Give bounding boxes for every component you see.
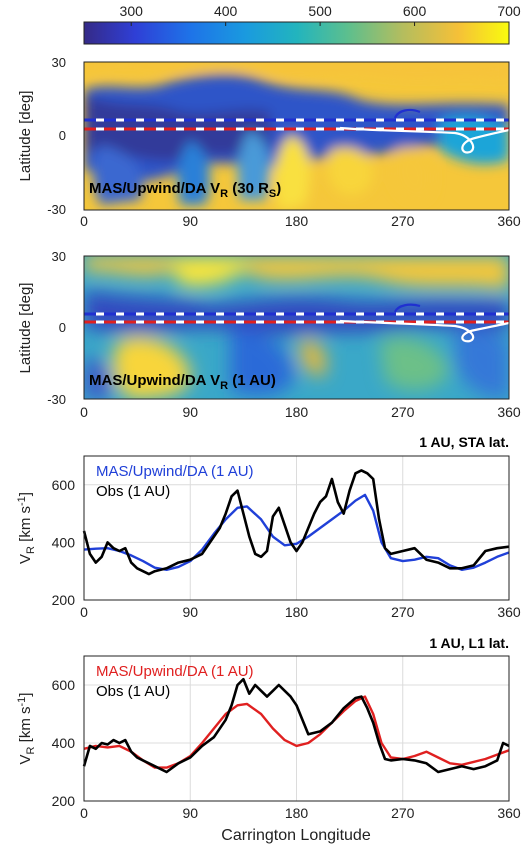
- x-tick-label: 360: [497, 805, 521, 821]
- x-tick-label: 0: [80, 404, 88, 420]
- x-tick-label: 90: [182, 604, 198, 620]
- x-tick-label: 270: [391, 805, 415, 821]
- colorbar: 300 400 500 600 700: [83, 3, 521, 45]
- ytick-0: 0: [59, 320, 66, 335]
- series-line-obs: [82, 469, 510, 576]
- legend-entry-model: MAS/Upwind/DA (1 AU): [96, 663, 254, 680]
- ytick-neg30: -30: [47, 202, 66, 217]
- x-tick-label: 90: [182, 404, 198, 420]
- y-tick-label: 400: [52, 534, 76, 550]
- x-tick-label: 270: [391, 213, 415, 229]
- chart4-title: 1 AU, L1 lat.: [429, 635, 509, 651]
- x-tick-label: 0: [80, 213, 88, 229]
- plot-frame: [83, 655, 510, 802]
- colorbar-tick-label: 300: [120, 3, 144, 19]
- line-chart-l1: 1 AU, L1 lat. Carrington Longitude 200 40…: [16, 635, 521, 844]
- colorbar-ticks: 300 400 500 600 700: [120, 3, 521, 26]
- y-axis-label: VR [km s-1]: [16, 693, 37, 765]
- colorbar-tick-label: 500: [308, 3, 332, 19]
- y-tick-label: 600: [52, 477, 76, 493]
- panel2-xticks: 0 90 180 270 360: [80, 404, 521, 420]
- legend-entry-model: MAS/Upwind/DA (1 AU): [96, 463, 254, 480]
- panel1-label: MAS/Upwind/DA VR (30 RS): [89, 180, 281, 200]
- x-tick-label: 360: [497, 213, 521, 229]
- y-tick-label: 200: [52, 793, 76, 809]
- series-line-obs: [82, 677, 510, 774]
- x-tick-label: 270: [391, 604, 415, 620]
- line-chart-sta: 1 AU, STA lat. 200 400 600 0 90 180 270 360 VR […: [16, 434, 521, 620]
- x-tick-label: 0: [80, 604, 88, 620]
- y-tick-label: 200: [52, 592, 76, 608]
- ytick-neg30: -30: [47, 392, 66, 407]
- legend-entry-obs: Obs (1 AU): [96, 683, 170, 700]
- panel2-yticks: 30 0 -30: [47, 249, 66, 407]
- panel2-label: MAS/Upwind/DA VR (1 AU): [89, 372, 276, 392]
- panel1-xticks: 0 90 180 270 360: [80, 213, 521, 229]
- ytick-30: 30: [52, 249, 66, 264]
- plot-frame: [83, 455, 510, 601]
- panel1-yticks: 30 0 -30: [47, 55, 66, 217]
- xaxis-label: Carrington Longitude: [221, 827, 371, 844]
- panel2-ylabel: Latitude [deg]: [17, 283, 34, 374]
- x-tick-label: 180: [285, 805, 309, 821]
- panel1-ylabel: Latitude [deg]: [17, 91, 34, 182]
- x-tick-label: 90: [182, 213, 198, 229]
- chart3-title: 1 AU, STA lat.: [419, 434, 509, 450]
- heatmap-panel-30rs: 30 0 -30 Latitude [deg] MAS/Upwind/DA VR…: [17, 55, 521, 229]
- colorbar-tick-label: 600: [403, 3, 427, 19]
- x-tick-label: 180: [285, 604, 309, 620]
- trajectory-lines-1: [84, 108, 509, 154]
- x-tick-label: 180: [285, 404, 309, 420]
- x-tick-label: 360: [497, 404, 521, 420]
- x-tick-label: 360: [497, 604, 521, 620]
- heatmap-panel-1au: 30 0 -30 Latitude [deg] MAS/Upwind/DA VR…: [17, 249, 521, 420]
- trajectory-lines-2: [84, 303, 509, 343]
- colorbar-gradient: [83, 21, 510, 45]
- y-tick-label: 400: [52, 735, 76, 751]
- colorbar-tick-label: 400: [214, 3, 238, 19]
- ytick-0: 0: [59, 128, 66, 143]
- x-tick-label: 180: [285, 213, 309, 229]
- x-tick-label: 90: [182, 805, 198, 821]
- legend-entry-obs: Obs (1 AU): [96, 483, 170, 500]
- y-axis-label: VR [km s-1]: [16, 492, 37, 564]
- x-tick-label: 0: [80, 805, 88, 821]
- colorbar-tick-label: 700: [497, 3, 521, 19]
- ytick-30: 30: [52, 55, 66, 70]
- y-tick-label: 600: [52, 677, 76, 693]
- x-tick-label: 270: [391, 404, 415, 420]
